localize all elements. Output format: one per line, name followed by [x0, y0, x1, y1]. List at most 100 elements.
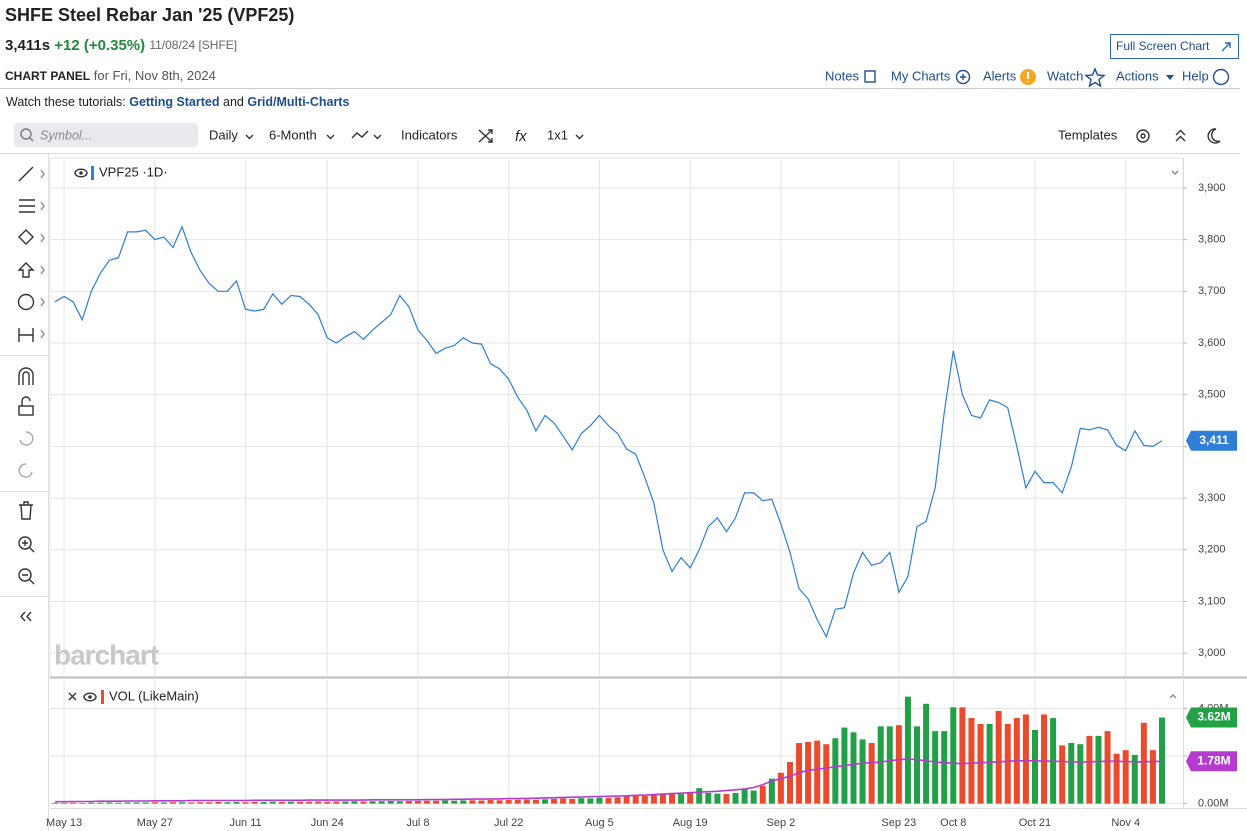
theme-icon[interactable] [1207, 128, 1221, 144]
volume-bar [1104, 731, 1111, 804]
price-marker [1186, 430, 1237, 451]
fx-button[interactable]: fx [515, 128, 527, 145]
volume-bar [650, 794, 657, 804]
volume-bar [678, 794, 685, 804]
tool-zoom-out[interactable] [18, 568, 32, 582]
templates-button[interactable]: Templates [1058, 127, 1118, 142]
tool-note[interactable] [17, 293, 35, 311]
tutorial-link[interactable]: Grid/Multi-Charts [247, 95, 349, 109]
nav-actions[interactable]: Actions [1116, 68, 1159, 83]
y-tick-label: 3,500 [1198, 389, 1226, 401]
volume-bar [414, 801, 421, 804]
quote-date: 11/08/24 [SHFE] [149, 38, 237, 52]
volume-bar [941, 731, 948, 804]
y-tick-label: 3,900 [1198, 182, 1226, 194]
volume-bar [587, 798, 594, 804]
volume-bar [687, 792, 694, 804]
y-tick-label: 0.00M [1198, 798, 1229, 810]
volume-bar [823, 744, 830, 804]
tool-line[interactable] [18, 166, 34, 182]
volume-bar [324, 801, 331, 804]
y-tick-label: 3,700 [1198, 285, 1226, 297]
search-box[interactable] [14, 123, 198, 147]
chevron [575, 134, 584, 140]
volume-bar [605, 797, 612, 804]
full-screen-label[interactable]: Full Screen Chart [1116, 39, 1210, 53]
tool-undo[interactable] [19, 431, 34, 446]
period-button[interactable]: Daily [209, 127, 238, 142]
panel-label: CHART PANEL [5, 69, 90, 83]
marker-label: 3,411 [1199, 433, 1229, 447]
tool-shape[interactable] [18, 229, 34, 245]
nav-alerts[interactable]: Alerts [983, 68, 1017, 83]
chevron[interactable] [1169, 694, 1177, 699]
volume-bar [696, 788, 703, 804]
x-tick-label: Jun 24 [311, 817, 344, 829]
volume-bar [469, 800, 476, 804]
volume-bar [1113, 753, 1120, 804]
full-screen-button[interactable] [1110, 34, 1239, 59]
compare-icon[interactable] [478, 129, 493, 143]
eye-icon[interactable] [74, 168, 88, 178]
drawing-tools [17, 166, 35, 622]
tool-redo[interactable] [18, 463, 33, 478]
tool-zoom-in-plus [22, 540, 35, 553]
volume-bar [669, 792, 676, 804]
y-tick-label: 3,100 [1198, 595, 1226, 607]
volume-bar [578, 798, 585, 804]
range-button[interactable]: 6-Month [269, 127, 317, 142]
volume-bar [333, 801, 340, 804]
indicators-button[interactable]: Indicators [401, 127, 458, 142]
help-icon [1212, 68, 1230, 86]
tool-zoom-in[interactable] [18, 536, 32, 550]
caret [1166, 75, 1174, 80]
x-tick-label: May 27 [137, 817, 173, 829]
tool-magnet[interactable] [18, 367, 34, 385]
close-icon[interactable] [68, 692, 77, 701]
x-tick-label: Nov 4 [1111, 817, 1140, 829]
volume-bar [79, 802, 86, 804]
eye-icon[interactable] [83, 692, 97, 702]
volume-bar [206, 802, 213, 804]
volume-bar [487, 800, 494, 804]
volume-bar [197, 802, 204, 804]
tool-collapse[interactable] [20, 611, 32, 622]
volume-bar [750, 790, 757, 804]
search-placeholder[interactable]: Symbol... [40, 128, 92, 142]
layout-button[interactable]: 1x1 [547, 127, 568, 142]
tool-fib[interactable] [19, 199, 35, 213]
volume-bar [424, 800, 431, 804]
volume-bar [224, 802, 231, 804]
nav-my-charts[interactable]: My Charts [891, 68, 951, 83]
settings-icon-center [1140, 133, 1146, 139]
plus-icon [955, 69, 971, 85]
collapse-icon[interactable] [1175, 129, 1186, 142]
volume-bar [433, 800, 440, 804]
settings-icon[interactable] [1136, 129, 1150, 143]
volume-bar [805, 741, 812, 804]
marker-label: 1.78M [1197, 753, 1230, 767]
nav-help[interactable]: Help [1182, 68, 1209, 83]
volume-bar [478, 800, 485, 804]
nav-notes[interactable]: Notes [825, 68, 859, 83]
change: +12 (+0.35%) [54, 37, 145, 54]
x-tick-label: Aug 5 [585, 817, 614, 829]
chevron[interactable] [1171, 170, 1179, 175]
chart-type-icon[interactable] [351, 130, 369, 139]
volume-bar [560, 798, 567, 804]
tool-lock[interactable] [18, 405, 34, 416]
nav-watch[interactable]: Watch [1047, 68, 1083, 83]
volume-bar [950, 707, 957, 804]
price-pane [49, 157, 1184, 678]
volume-bar [551, 798, 558, 804]
tool-arrow[interactable] [17, 262, 35, 278]
tool-measure[interactable] [18, 328, 34, 342]
tool-delete[interactable] [19, 501, 33, 520]
volume-bar [714, 793, 721, 804]
volume-bar [532, 799, 539, 804]
volume-bar [142, 802, 149, 804]
volume-bar [623, 796, 630, 804]
volume-bar [904, 696, 911, 804]
tutorial-link[interactable]: Getting Started [129, 95, 219, 109]
